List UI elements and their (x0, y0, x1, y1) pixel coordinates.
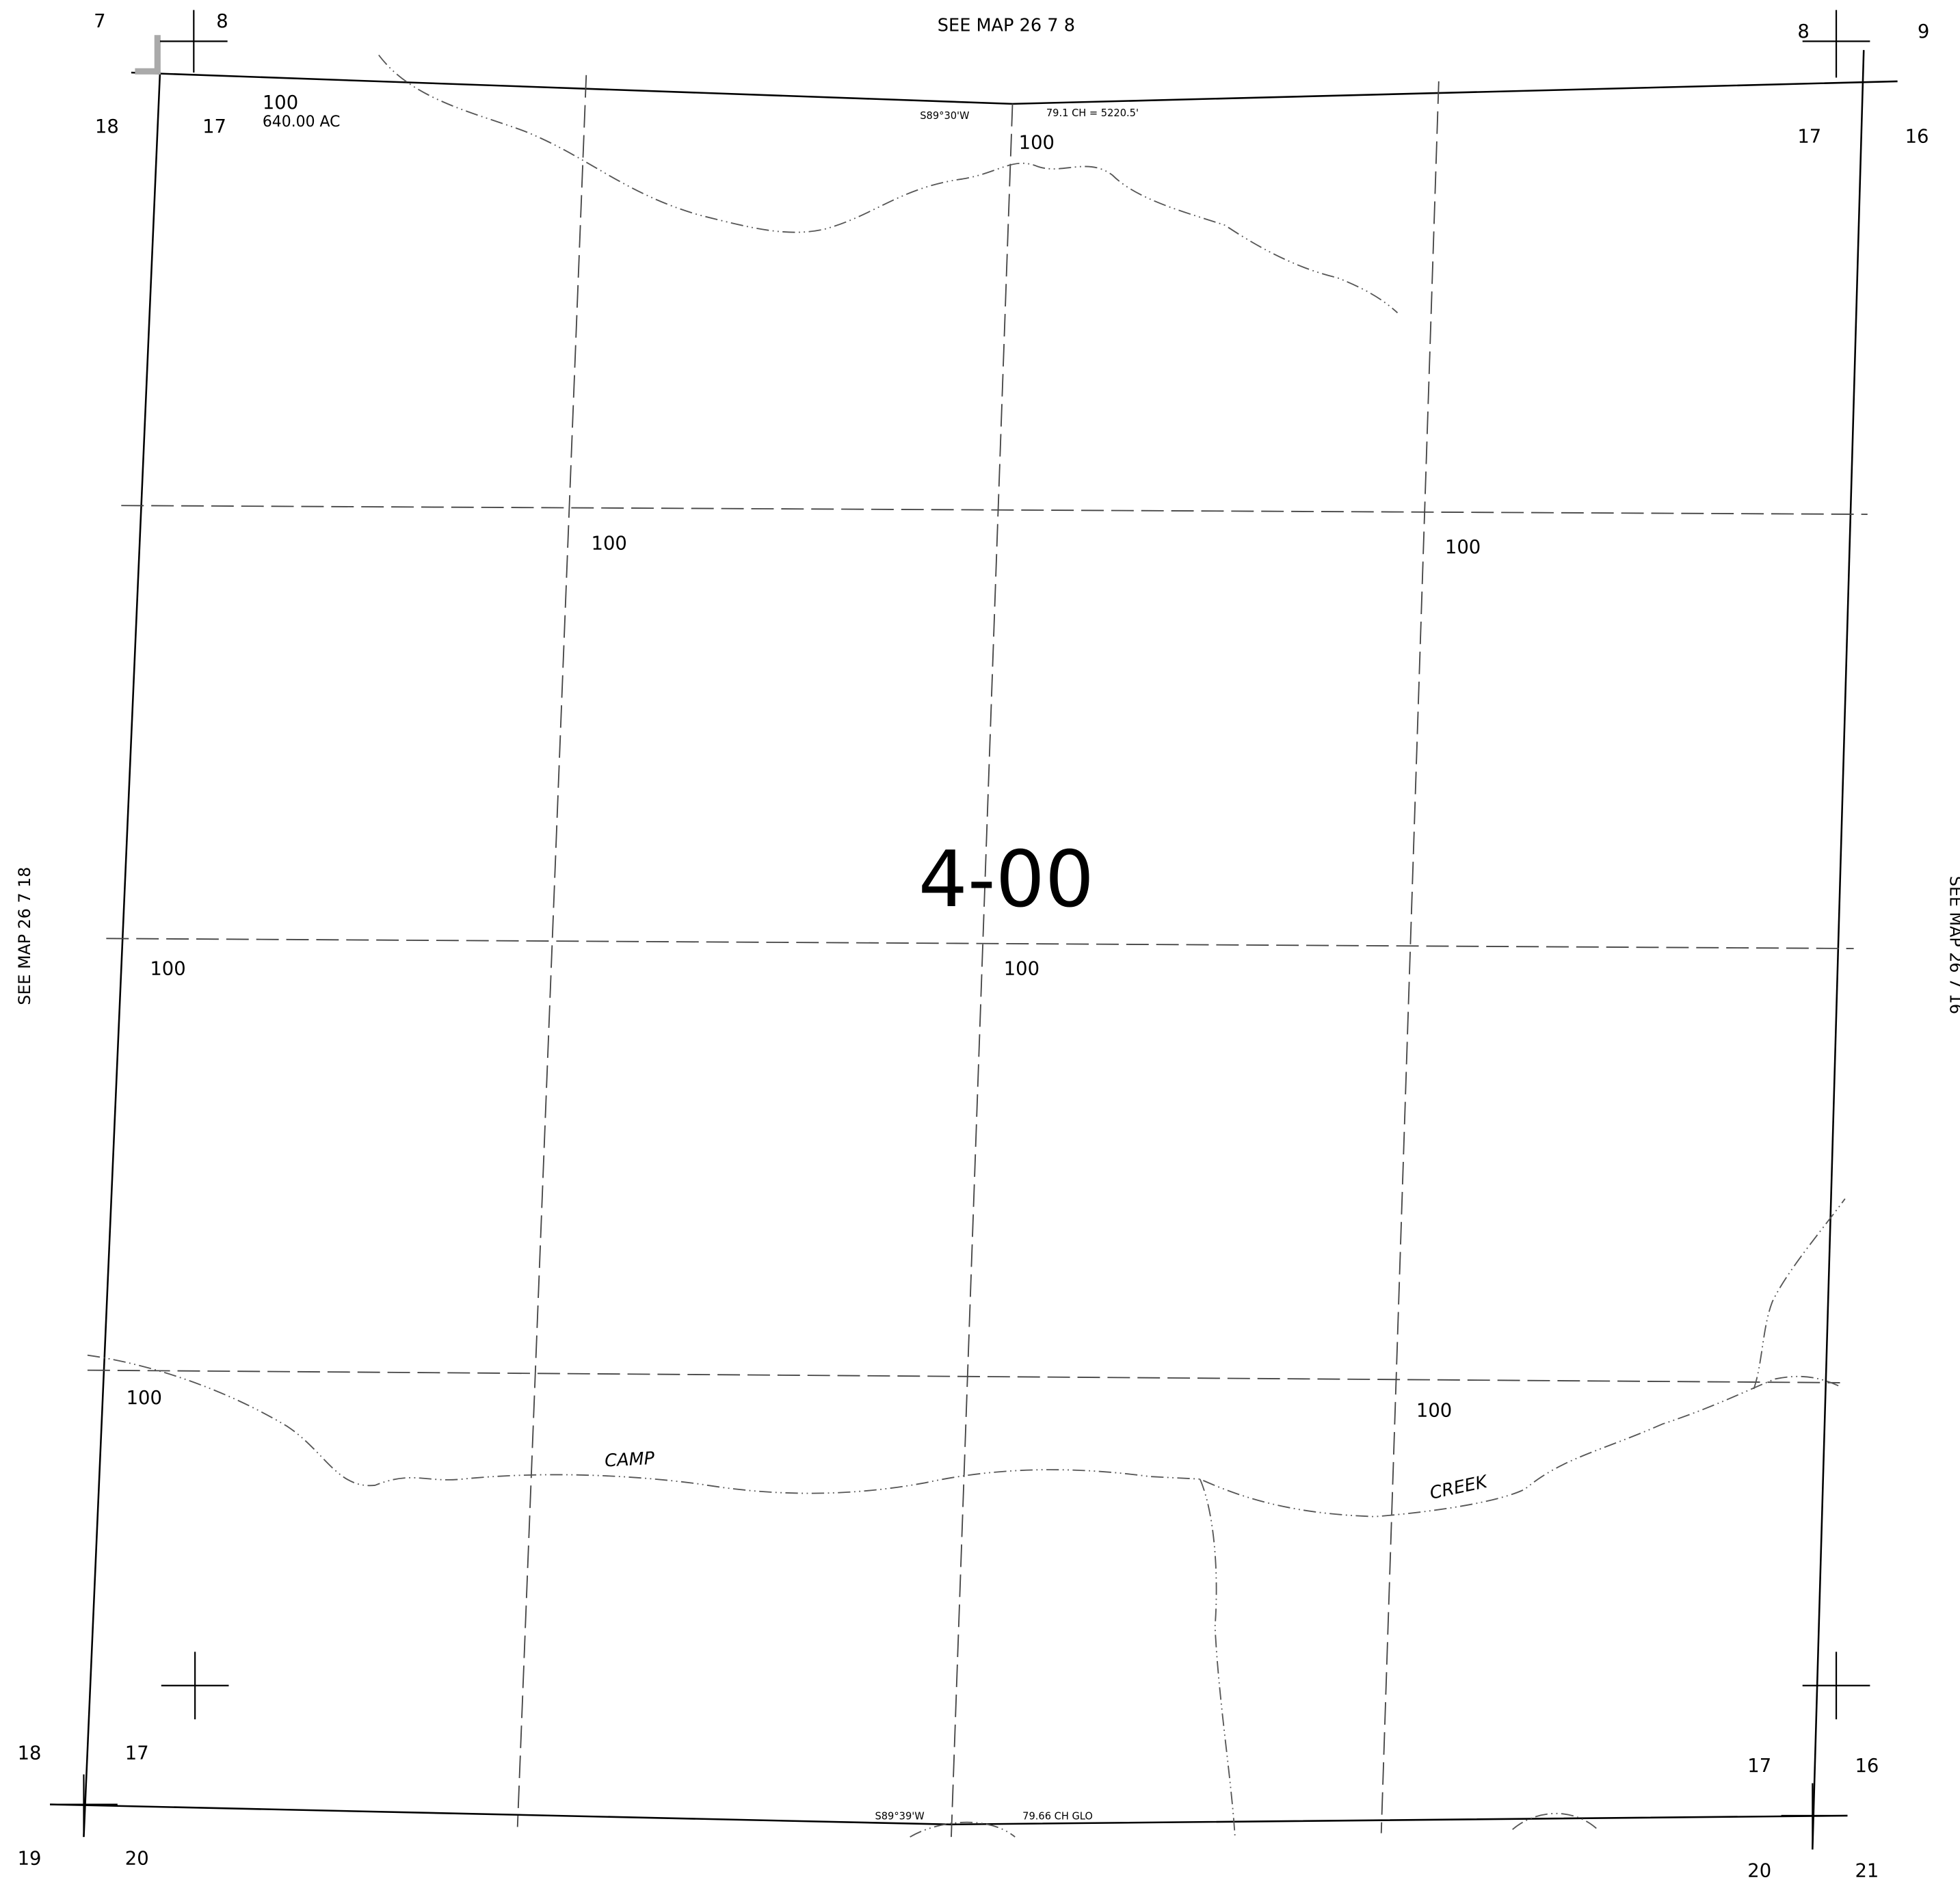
bearing: S89°30'W (920, 110, 969, 122)
section-number: 18 (95, 116, 119, 137)
see-map: SEE MAP 26 7 16 (1946, 876, 1960, 1014)
cross (1802, 1652, 1870, 1720)
section-number: 16 (1905, 127, 1929, 148)
parcel-label: 100 (127, 1388, 162, 1409)
quarter-line (516, 75, 587, 1827)
section-number: 17 (1747, 1755, 1771, 1777)
creek (378, 54, 1399, 314)
section-number: 21 (1855, 1861, 1879, 1882)
section-number: 17 (125, 1743, 149, 1764)
parcel-label: 100 (1019, 133, 1055, 154)
creek-label: CREEK (1428, 1471, 1490, 1503)
quarter-line (106, 938, 1854, 949)
parcel-label: 100 (150, 958, 185, 979)
corner-mark (135, 35, 161, 75)
parcel-label: 100 (592, 533, 627, 554)
south-line (50, 1803, 1848, 1826)
section-number: 8 (1797, 21, 1809, 42)
parcel-label: 100 (263, 92, 298, 114)
bearing: S89°39'W (875, 1811, 924, 1823)
cross (161, 1652, 229, 1720)
west-line (83, 72, 161, 1838)
section-number: 8 (216, 11, 228, 32)
quarter-lines (87, 75, 1868, 1838)
parcel-label: 100 (1445, 537, 1481, 558)
map-number: 4-00 (918, 834, 1094, 925)
distance: 79.1 CH = 5220.5' (1046, 107, 1139, 119)
creek (910, 1821, 1016, 1838)
east-line (1812, 50, 1865, 1850)
cross (1802, 10, 1870, 78)
section-number: 17 (1797, 127, 1821, 148)
boundary (50, 35, 1898, 1850)
parcel-label: 100 (1416, 1400, 1452, 1421)
corner-crosses (50, 10, 1870, 1850)
cross (159, 10, 228, 73)
see-map: SEE MAP 26 7 18 (15, 867, 34, 1005)
section-number: 17 (202, 116, 226, 137)
creeks (87, 54, 1846, 1838)
section-number: 18 (18, 1743, 42, 1764)
cross (50, 1774, 118, 1838)
quarter-line (1380, 81, 1440, 1833)
creek (1753, 1198, 1846, 1390)
quarter-line (951, 103, 1014, 1838)
quarter-line (87, 1369, 1840, 1383)
north-line (131, 71, 1898, 105)
quarter-line (121, 505, 1868, 515)
creek (1199, 1479, 1236, 1838)
cross (1781, 1783, 1848, 1850)
section-number: 16 (1855, 1755, 1879, 1777)
section-number: 20 (125, 1848, 149, 1869)
see-map: SEE MAP 26 7 8 (938, 16, 1075, 36)
section-number: 7 (94, 11, 105, 32)
creek-label: CAMP (604, 1448, 655, 1472)
section-number: 20 (1747, 1861, 1771, 1882)
parcel-label: 100 (1004, 958, 1039, 979)
acreage: 640.00 AC (263, 114, 341, 131)
section-number: 9 (1918, 21, 1929, 42)
section-number: 19 (18, 1848, 42, 1869)
creek (87, 1354, 1840, 1517)
creek (1512, 1813, 1598, 1830)
distance: 79.66 CH GLO (1022, 1811, 1093, 1823)
